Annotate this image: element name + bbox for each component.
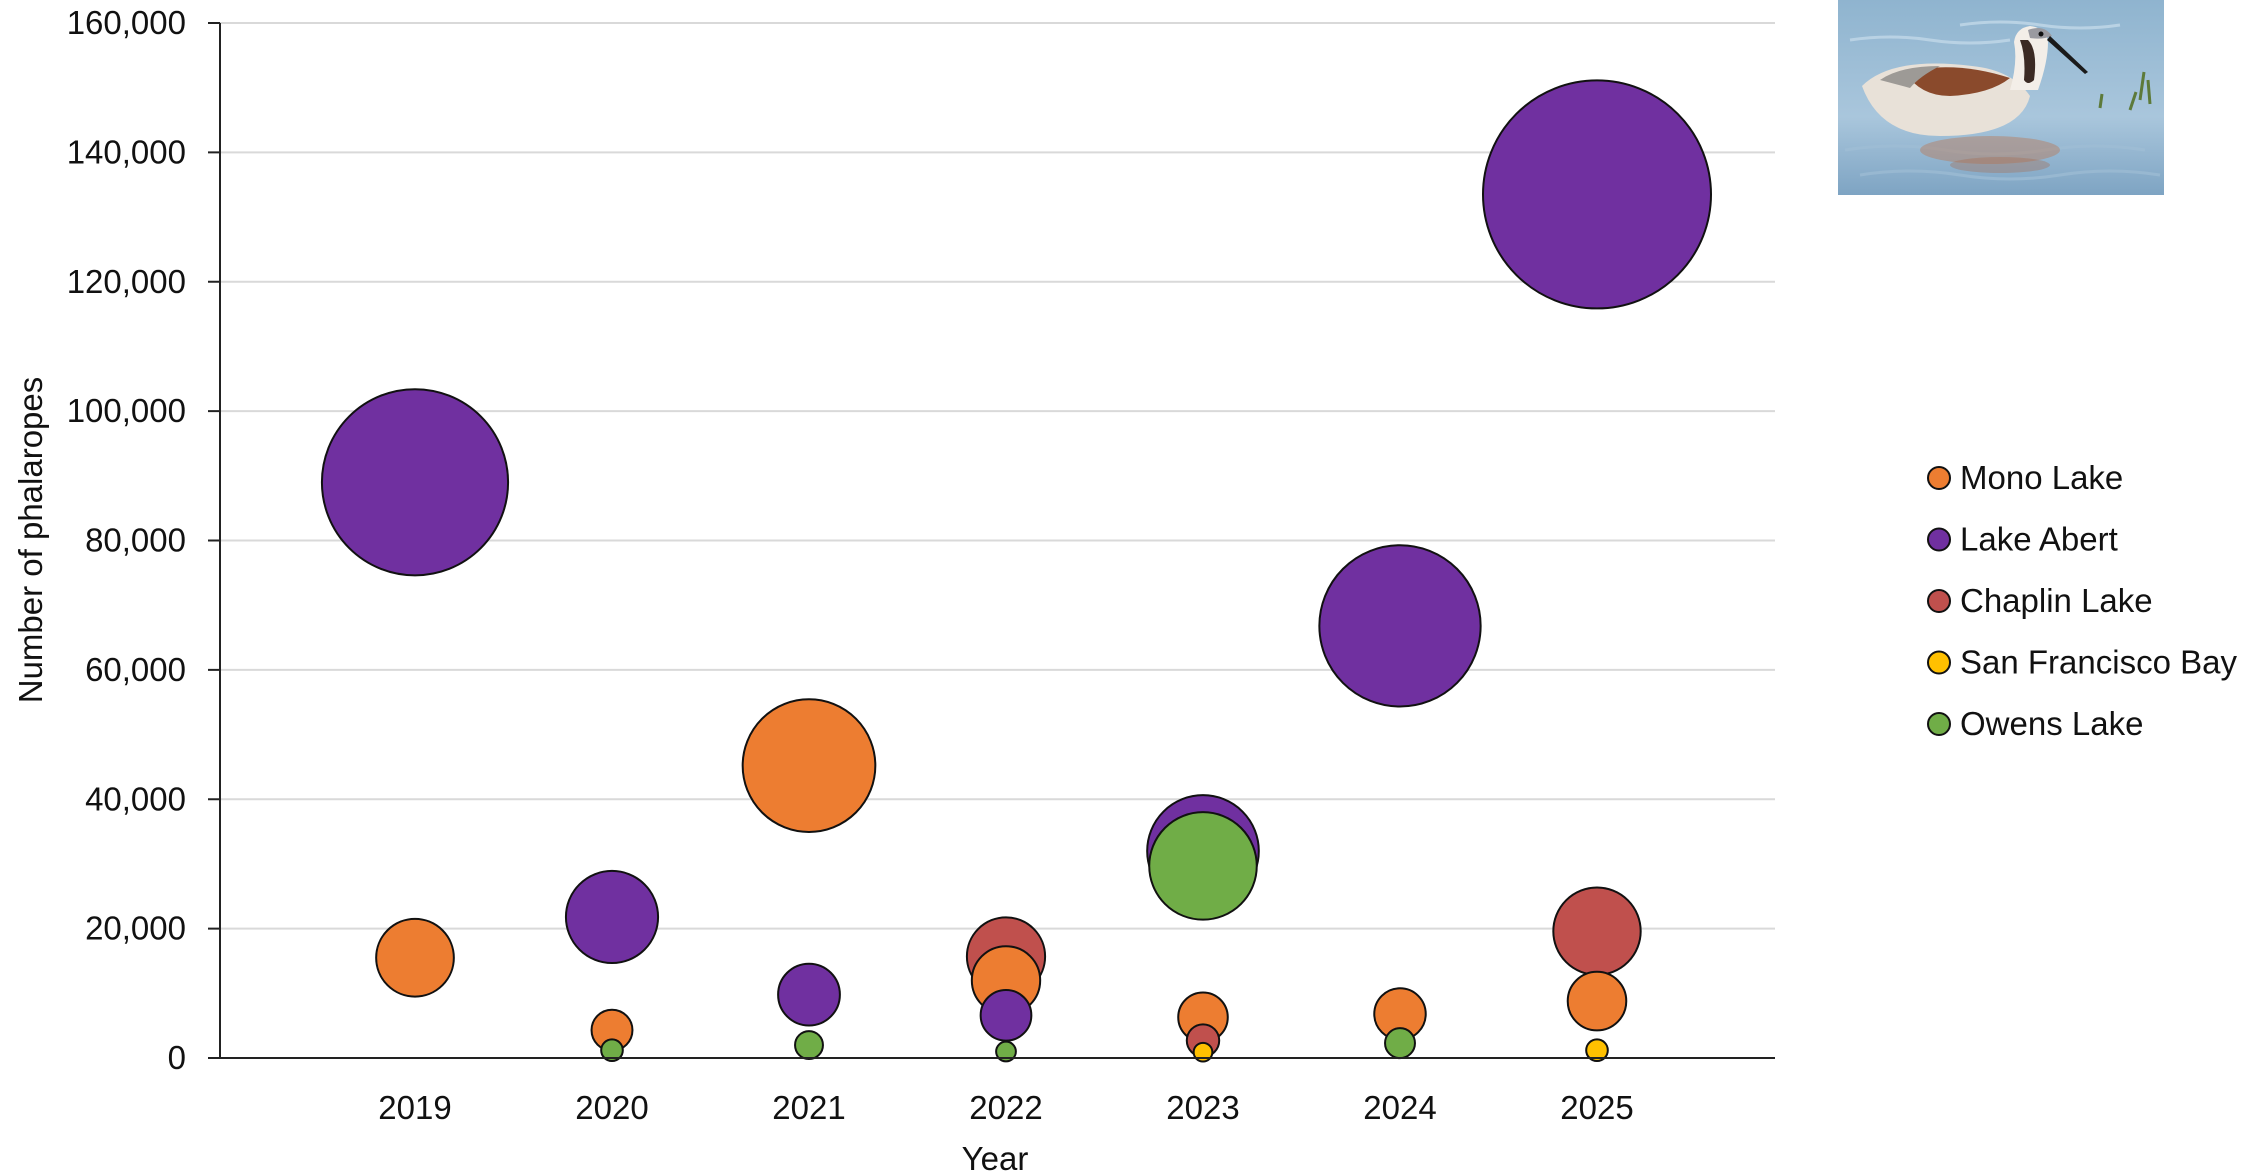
y-tick-label: 140,000 [67,133,186,170]
x-tick-label: 2022 [969,1089,1042,1126]
y-tick-label: 160,000 [67,4,186,41]
y-tick-label: 60,000 [85,651,186,688]
y-tick-label: 0 [168,1039,186,1076]
legend-label: Lake Abert [1960,521,2118,558]
bubble-owens-lake [1148,811,1258,921]
bubble-owens-lake [600,1038,624,1063]
bubble-mono-lake [375,917,455,998]
y-tick-label: 20,000 [85,910,186,947]
y-tick-label: 100,000 [67,392,186,429]
bubble-lake-abert [1318,544,1482,708]
bubble-owens-lake [1384,1027,1416,1060]
legend: Mono Lake Lake Abert Chaplin Lake San Franc… [1927,459,2237,742]
bubble-owens-lake [794,1030,824,1061]
y-tick-label: 80,000 [85,522,186,559]
axes [208,22,1775,1059]
x-tick-label: 2019 [378,1089,451,1126]
bubble-mono-lake [741,698,877,833]
legend-marker [1927,589,1951,613]
legend-marker [1927,527,1951,552]
x-tick-label: 2024 [1363,1089,1436,1126]
legend-label: Mono Lake [1960,459,2123,496]
legend-marker [1927,650,1951,675]
bubble-lake-abert [564,869,660,965]
x-tick-label: 2021 [772,1089,845,1126]
x-tick-label: 2023 [1166,1089,1239,1126]
y-tick-label: 120,000 [67,263,186,300]
legend-marker [1927,712,1951,736]
y-axis-title: Number of phalaropes [12,377,49,704]
bubble-lake-abert [1482,79,1712,310]
bubble-owens-lake [995,1040,1017,1063]
phalarope-photo [1838,0,2164,195]
bubble-lake-abert [320,388,510,577]
bubble-chaplin-lake [1552,886,1642,976]
y-tick-labels: 0 20,000 40,000 60,000 80,000 100,000 120,000 1… [67,4,186,1076]
bubble-san-francisco-bay [1192,1041,1214,1063]
x-tick-labels: 2019 2020 2021 2022 2023 2024 2025 [378,1089,1633,1126]
y-tick-label: 40,000 [85,780,186,817]
legend-marker [1927,466,1951,490]
bubble-san-francisco-bay [1585,1038,1609,1063]
legend-label: Owens Lake [1960,705,2143,742]
bubbles [320,79,1712,1063]
bubble-mono-lake [1566,970,1628,1032]
x-axis-title: Year [962,1140,1029,1173]
legend-label: San Francisco Bay [1960,644,2237,681]
x-tick-label: 2020 [575,1089,648,1126]
bubble-lake-abert [979,988,1033,1042]
legend-label: Chaplin Lake [1960,582,2153,619]
x-tick-label: 2025 [1560,1089,1633,1126]
bubble-lake-abert [777,962,841,1027]
